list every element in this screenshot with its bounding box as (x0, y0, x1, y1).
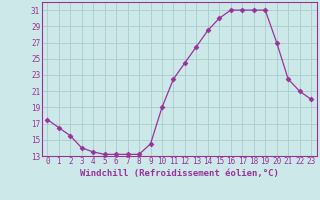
X-axis label: Windchill (Refroidissement éolien,°C): Windchill (Refroidissement éolien,°C) (80, 169, 279, 178)
